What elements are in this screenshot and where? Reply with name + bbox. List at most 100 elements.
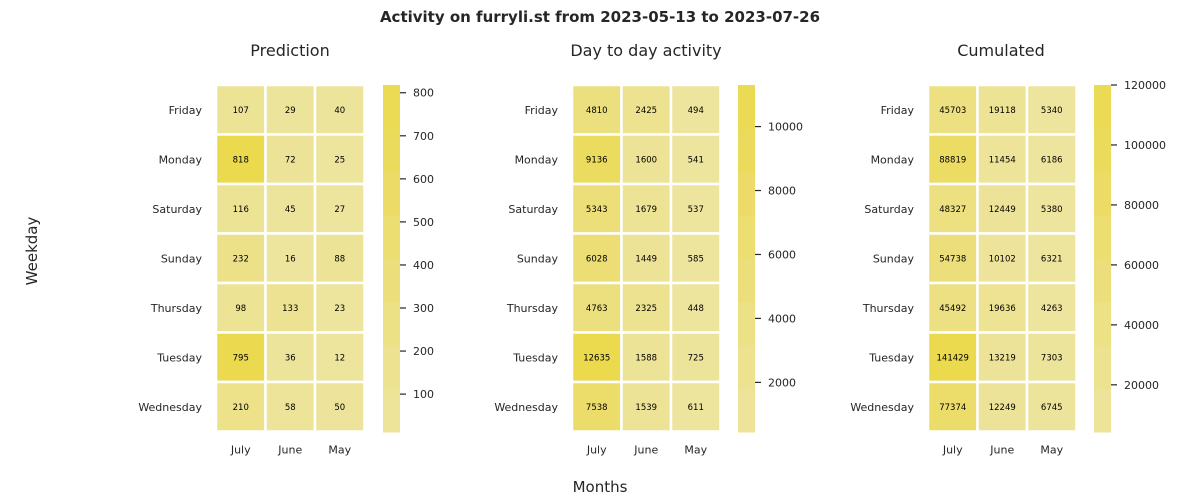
cell-value-label: 232: [233, 254, 249, 264]
colorbar-band: [738, 258, 755, 303]
heatmap-cell: [926, 331, 979, 384]
heatmap-cell: [214, 232, 267, 285]
cell-value-label: 5343: [586, 205, 608, 215]
y-axis-label: Weekday: [23, 217, 41, 286]
cell-value-label: 795: [233, 353, 249, 363]
cell-value-label: 40: [334, 106, 345, 116]
colorbar-tick-label: 4000: [768, 312, 796, 325]
heatmap-cell: [620, 380, 673, 433]
heatmap-cell: [976, 133, 1029, 186]
colorbar-band: [738, 301, 755, 346]
colorbar-band: [383, 388, 400, 433]
cell-value-label: 88: [334, 254, 345, 264]
cell-value-label: 29: [285, 106, 296, 116]
y-tick-label: Saturday: [508, 203, 558, 216]
cell-value-label: 12: [334, 353, 345, 363]
colorbar-tick-label: 20000: [1124, 379, 1159, 392]
heatmap-cell: [214, 331, 267, 384]
cell-value-label: 2425: [635, 106, 657, 116]
cell-value-label: 6028: [586, 254, 608, 264]
colorbar-tick-label: 500: [413, 216, 434, 229]
heatmap-cell: [264, 331, 317, 384]
colorbar-band: [383, 258, 400, 303]
cell-value-label: 12249: [989, 403, 1016, 413]
y-tick-label: Wednesday: [494, 401, 558, 414]
y-tick-label: Wednesday: [850, 401, 914, 414]
y-tick-label: Monday: [871, 153, 915, 166]
cell-value-label: 19636: [989, 304, 1016, 314]
cell-value-label: 5380: [1041, 205, 1063, 215]
cell-value-label: 54738: [939, 254, 966, 264]
heatmap-cell: [264, 380, 317, 433]
cell-value-label: 88819: [939, 155, 966, 165]
cell-value-label: 98: [235, 304, 246, 314]
colorbar-band: [1094, 258, 1111, 303]
cell-value-label: 494: [688, 106, 704, 116]
cell-value-label: 611: [688, 403, 704, 413]
heatmap-cell: [620, 182, 673, 235]
heatmap-panel-prediction: Prediction 107 29 40 818 72 25 116 45 27 232 16 88 9…: [138, 41, 434, 457]
y-tick-label: Monday: [159, 153, 203, 166]
y-tick-label: Friday: [881, 104, 915, 117]
colorbar-tick-label: 100: [413, 388, 434, 401]
heatmap-cell: [214, 380, 267, 433]
colorbar-band: [1094, 301, 1111, 346]
colorbar-tick-label: 10000: [768, 121, 803, 134]
colorbar-band: [383, 128, 400, 173]
cell-value-label: 13219: [989, 353, 1016, 363]
heatmap-cell: [976, 281, 1029, 334]
cell-value-label: 107: [233, 106, 249, 116]
heatmap-cell: [926, 232, 979, 285]
y-tick-label: Saturday: [152, 203, 202, 216]
y-tick-label: Sunday: [161, 252, 203, 265]
cell-value-label: 1539: [635, 403, 657, 413]
cell-value-label: 2325: [635, 304, 657, 314]
heatmap-cell: [1025, 133, 1078, 186]
heatmap-cell: [620, 133, 673, 186]
colorbar-tick-label: 600: [413, 173, 434, 186]
cell-value-label: 45: [285, 205, 296, 215]
cell-value-label: 1588: [635, 353, 657, 363]
heatmap-cell: [620, 83, 673, 136]
cell-value-label: 23: [334, 304, 345, 314]
heatmap-cell: [1025, 380, 1078, 433]
x-tick-label: June: [633, 444, 658, 457]
heatmap-cell: [1025, 182, 1078, 235]
cell-value-label: 10102: [989, 254, 1016, 264]
y-tick-label: Sunday: [873, 252, 915, 265]
cell-value-label: 7538: [586, 403, 608, 413]
x-tick-label: July: [586, 444, 607, 457]
colorbar-band: [738, 345, 755, 390]
figure-title: Activity on furryli.st from 2023-05-13 t…: [380, 8, 820, 26]
colorbar-band: [383, 345, 400, 390]
colorbar-tick-label: 6000: [768, 248, 796, 261]
panel-title: Day to day activity: [570, 41, 721, 60]
cell-value-label: 1600: [635, 155, 657, 165]
colorbar-band: [738, 388, 755, 433]
cell-value-label: 133: [282, 304, 298, 314]
cell-value-label: 4263: [1041, 304, 1063, 314]
y-tick-label: Friday: [169, 104, 203, 117]
cell-value-label: 141429: [937, 353, 969, 363]
colorbar-band: [738, 128, 755, 173]
heatmap-cell: [926, 83, 979, 136]
cell-value-label: 77374: [939, 403, 966, 413]
cell-value-label: 448: [688, 304, 704, 314]
heatmap-cell: [620, 281, 673, 334]
y-tick-label: Monday: [515, 153, 559, 166]
cell-value-label: 725: [688, 353, 704, 363]
heatmap-cell: [570, 380, 623, 433]
colorbar-band: [738, 215, 755, 259]
colorbar-band: [1094, 85, 1111, 129]
cell-value-label: 16: [285, 254, 296, 264]
y-tick-label: Thursday: [150, 302, 203, 315]
colorbar-tick-label: 700: [413, 130, 434, 143]
y-tick-label: Saturday: [864, 203, 914, 216]
cell-value-label: 72: [285, 155, 296, 165]
cell-value-label: 45703: [939, 106, 966, 116]
colorbar-tick-label: 100000: [1124, 139, 1166, 152]
cell-value-label: 50: [334, 403, 345, 413]
x-tick-label: June: [989, 444, 1014, 457]
heatmap-cell: [570, 133, 623, 186]
x-tick-label: May: [328, 444, 351, 457]
